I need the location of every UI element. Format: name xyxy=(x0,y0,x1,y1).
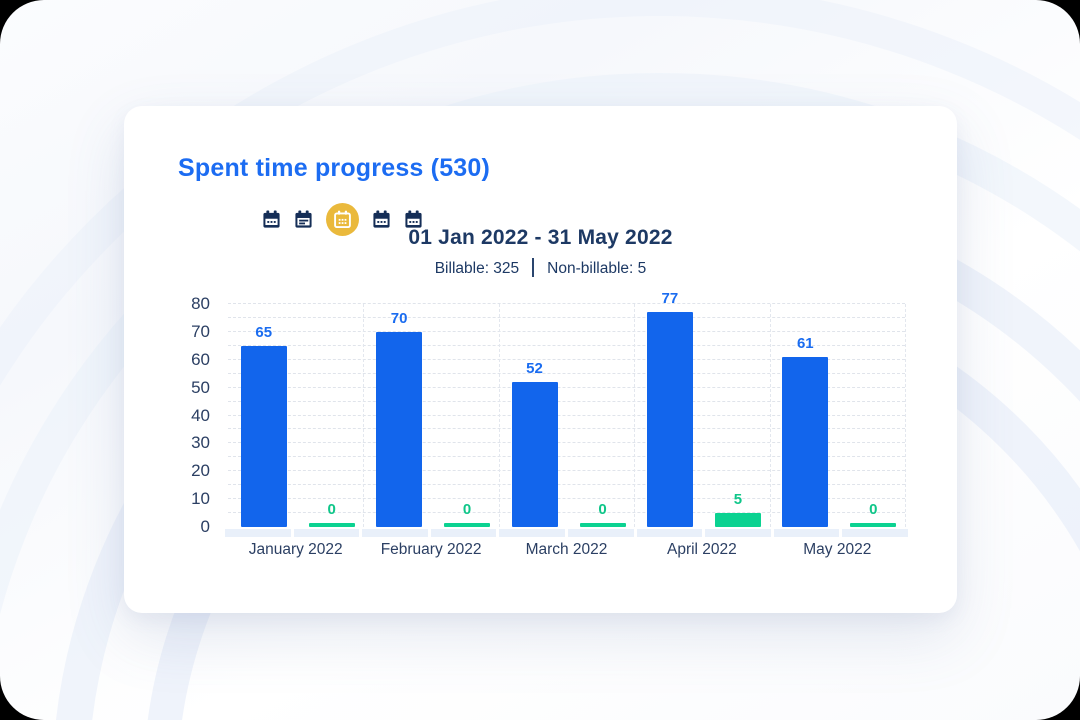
view-option-3-selected[interactable] xyxy=(326,202,359,236)
gridline-vertical xyxy=(634,304,636,527)
x-category-label: February 2022 xyxy=(380,541,482,558)
nonbillable-value-label: 0 xyxy=(598,501,607,518)
nonbillable-bar[interactable] xyxy=(714,513,761,527)
x-category-label: May 2022 xyxy=(803,541,872,558)
gridline-horizontal xyxy=(228,470,905,472)
gridline-horizontal xyxy=(228,303,905,304)
billable-bar[interactable] xyxy=(511,382,558,527)
nonbillable-value-label: 5 xyxy=(733,491,743,509)
summary-divider xyxy=(532,258,535,277)
billable-summary: Billable: 325 Non-billable: 5 xyxy=(124,258,957,278)
y-tick-label: 20 xyxy=(191,461,210,481)
gridline-horizontal xyxy=(228,372,905,374)
nonbillable-bar[interactable] xyxy=(444,523,491,527)
x-axis-band xyxy=(705,529,771,537)
y-tick-label: 80 xyxy=(191,294,210,313)
view-option-4[interactable] xyxy=(372,209,391,229)
gridline-horizontal xyxy=(228,442,905,444)
x-axis-band xyxy=(225,529,291,537)
calendar-dots-icon xyxy=(263,209,280,228)
plot-area: 0 10 20 30 40 50 60 70 80 65 0 January 2022 70 0 Febr… xyxy=(191,290,908,558)
billable-value-label: 77 xyxy=(661,290,679,308)
spent-time-card: Spent time progress (530) xyxy=(124,106,957,613)
billable-bar[interactable] xyxy=(240,345,287,527)
y-tick-label: 50 xyxy=(191,377,210,397)
nonbillable-bar[interactable] xyxy=(579,523,626,527)
gridline-horizontal xyxy=(228,456,905,458)
gridline-horizontal xyxy=(228,358,905,360)
x-axis-band xyxy=(499,529,565,537)
nonbillable-value-label: 0 xyxy=(869,501,878,518)
y-tick-label: 60 xyxy=(191,349,210,369)
calendar-dots-icon xyxy=(373,209,390,228)
billable-value-label: 52 xyxy=(526,360,543,378)
nonbillable-total: Non-billable: 5 xyxy=(547,260,647,277)
calendar-dots-icon xyxy=(405,209,422,228)
calendar-grid-icon xyxy=(334,210,351,228)
gridline-vertical xyxy=(769,304,771,527)
billable-bar[interactable] xyxy=(376,331,423,527)
gridline-vertical xyxy=(363,304,365,527)
view-option-1[interactable] xyxy=(262,209,281,229)
x-axis-band xyxy=(293,529,360,537)
x-axis-band xyxy=(362,529,428,537)
view-option-2[interactable] xyxy=(294,209,313,229)
chart-title: Spent time progress (530) xyxy=(178,154,491,182)
x-category-label: April 2022 xyxy=(666,541,737,558)
x-axis-band xyxy=(842,529,908,537)
x-axis-band xyxy=(568,529,634,537)
calendar-lines-icon xyxy=(295,209,312,228)
period-heading: 01 Jan 2022 - 31 May 2022 xyxy=(408,226,673,249)
gridline-vertical xyxy=(905,304,906,527)
billable-bar[interactable] xyxy=(646,312,693,527)
x-axis-band xyxy=(636,529,703,537)
gridline-horizontal xyxy=(228,428,905,430)
nonbillable-value-label: 0 xyxy=(462,501,472,518)
x-axis-band xyxy=(430,529,497,537)
y-tick-label: 40 xyxy=(191,405,210,425)
nonbillable-bar[interactable] xyxy=(308,523,355,527)
x-category-label: March 2022 xyxy=(525,541,608,558)
billable-total: Billable: 325 xyxy=(434,260,520,277)
gridline-horizontal xyxy=(228,386,905,388)
billable-value-label: 65 xyxy=(255,323,273,341)
x-axis-band xyxy=(773,529,840,537)
gridline-horizontal xyxy=(228,344,905,346)
calendar-view-switcher xyxy=(262,202,423,236)
nonbillable-bar[interactable] xyxy=(850,523,897,527)
x-category-label: January 2022 xyxy=(248,541,343,558)
gridline-horizontal xyxy=(228,484,905,486)
billable-value-label: 70 xyxy=(390,309,408,327)
gridline-horizontal xyxy=(228,414,905,416)
view-option-5[interactable] xyxy=(404,209,423,229)
y-tick-label: 70 xyxy=(191,321,210,341)
gridline-horizontal xyxy=(228,498,905,500)
y-tick-label: 0 xyxy=(200,517,210,536)
y-tick-label: 30 xyxy=(191,433,210,453)
gridline-horizontal xyxy=(228,330,905,332)
gridline-vertical xyxy=(498,304,500,527)
y-tick-label: 10 xyxy=(191,489,210,509)
nonbillable-value-label: 0 xyxy=(327,501,336,518)
billable-value-label: 61 xyxy=(796,334,814,352)
gridline-horizontal xyxy=(228,512,905,514)
gridline-horizontal xyxy=(228,400,905,402)
y-axis-labels: 0 10 20 30 40 50 60 70 80 xyxy=(150,294,210,536)
billable-bar[interactable] xyxy=(782,356,829,527)
gridline-horizontal xyxy=(228,316,905,318)
